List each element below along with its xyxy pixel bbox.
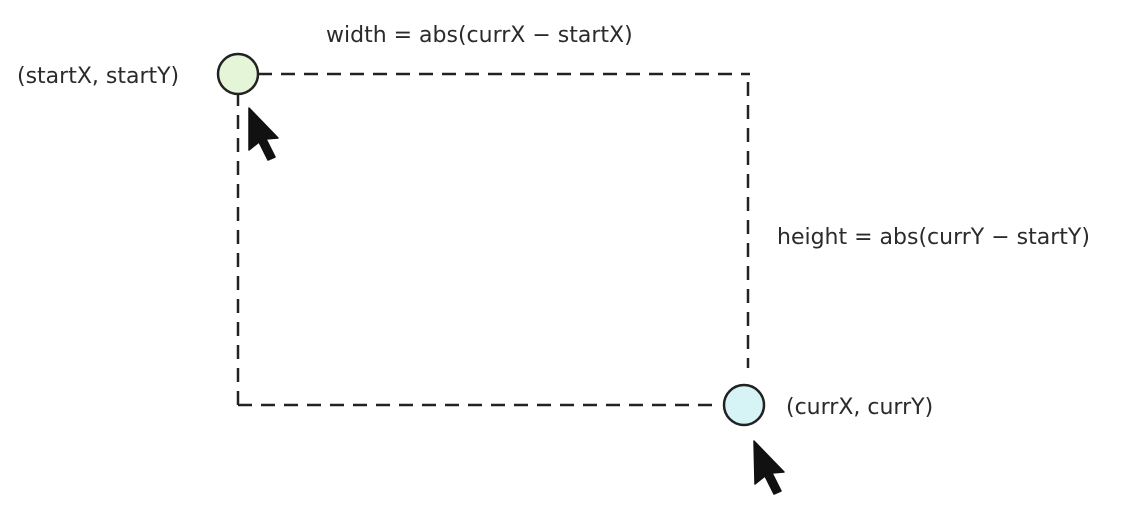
height-formula-label: height = abs(currY − startY) bbox=[777, 225, 1090, 250]
current-point-handle[interactable] bbox=[722, 383, 766, 427]
start-cursor-icon bbox=[248, 107, 279, 161]
width-formula-label: width = abs(currX − startX) bbox=[326, 23, 633, 48]
current-point-label: (currX, currY) bbox=[786, 395, 933, 420]
current-cursor-icon bbox=[753, 440, 785, 495]
start-point-handle[interactable] bbox=[216, 52, 260, 96]
selection-rectangle bbox=[236, 72, 750, 407]
start-point-label: (startX, startY) bbox=[17, 64, 179, 89]
